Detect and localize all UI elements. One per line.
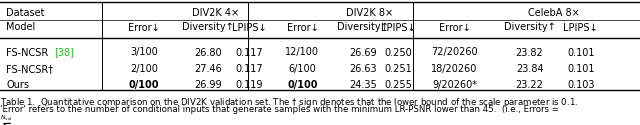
- Text: Diversity↑: Diversity↑: [504, 22, 556, 32]
- Text: 0/100: 0/100: [129, 80, 159, 90]
- Text: DIV2K 8×: DIV2K 8×: [346, 8, 393, 18]
- Text: 24.35: 24.35: [349, 80, 377, 90]
- Text: DIV2K 4×: DIV2K 4×: [193, 8, 239, 18]
- Text: LPIPS↓: LPIPS↓: [232, 22, 267, 32]
- Text: Error↓: Error↓: [438, 22, 470, 32]
- Text: FS-NCSR: FS-NCSR: [6, 48, 49, 58]
- Text: 2/100: 2/100: [130, 64, 158, 74]
- Text: Diversity↑: Diversity↑: [337, 22, 389, 32]
- Text: 27.46: 27.46: [194, 64, 222, 74]
- Text: 12/100: 12/100: [285, 48, 319, 58]
- Text: 26.63: 26.63: [349, 64, 377, 74]
- Text: $\sum^{N_\mathrm{val}}$ 1(min$_i$ LR-PSNR($f_\theta^{-1}(\mathbf{z}_i; \mathbf{v: $\sum^{N_\mathrm{val}}$ 1(min$_i$ LR-PSN…: [0, 114, 456, 125]
- Text: 6/100: 6/100: [289, 64, 316, 74]
- Text: Error↓: Error↓: [287, 22, 318, 32]
- Text: Error↓: Error↓: [128, 22, 160, 32]
- Text: 26.80: 26.80: [194, 48, 222, 58]
- Text: 0.117: 0.117: [236, 48, 264, 58]
- Text: 26.69: 26.69: [349, 48, 377, 58]
- Text: 'Error' refers to the number of conditional inputs that generate samples with th: 'Error' refers to the number of conditio…: [0, 105, 559, 114]
- Text: 0.103: 0.103: [567, 80, 595, 90]
- Text: 23.84: 23.84: [516, 64, 543, 74]
- Text: CelebA 8×: CelebA 8×: [528, 8, 579, 18]
- Text: 0.117: 0.117: [236, 64, 264, 74]
- Text: 0.119: 0.119: [236, 80, 263, 90]
- Text: 72/20260: 72/20260: [431, 48, 477, 58]
- Text: 9/20260*: 9/20260*: [432, 80, 477, 90]
- Text: Dataset: Dataset: [6, 8, 45, 18]
- Text: 0.251: 0.251: [385, 64, 412, 74]
- Text: 0.101: 0.101: [567, 64, 595, 74]
- Text: LPIPS↓: LPIPS↓: [381, 22, 416, 32]
- Text: FS-NCSR†: FS-NCSR†: [6, 64, 54, 74]
- Text: 0/100: 0/100: [287, 80, 317, 90]
- Text: Diversity↑: Diversity↑: [182, 22, 234, 32]
- Text: 0.255: 0.255: [385, 80, 412, 90]
- Text: 0.101: 0.101: [567, 48, 595, 58]
- Text: 18/20260: 18/20260: [431, 64, 477, 74]
- Text: Model: Model: [6, 22, 36, 32]
- Text: 23.22: 23.22: [516, 80, 543, 90]
- Text: Ours: Ours: [6, 80, 29, 90]
- Text: 3/100: 3/100: [130, 48, 158, 58]
- Text: 0.250: 0.250: [385, 48, 412, 58]
- Text: Table 1.  Quantitative comparison on the DIV2K validation set. The $\dagger$ sig: Table 1. Quantitative comparison on the …: [0, 96, 579, 109]
- Text: 26.99: 26.99: [194, 80, 222, 90]
- Text: 23.82: 23.82: [516, 48, 543, 58]
- Text: LPIPS↓: LPIPS↓: [563, 22, 598, 32]
- Text: [38]: [38]: [54, 48, 74, 58]
